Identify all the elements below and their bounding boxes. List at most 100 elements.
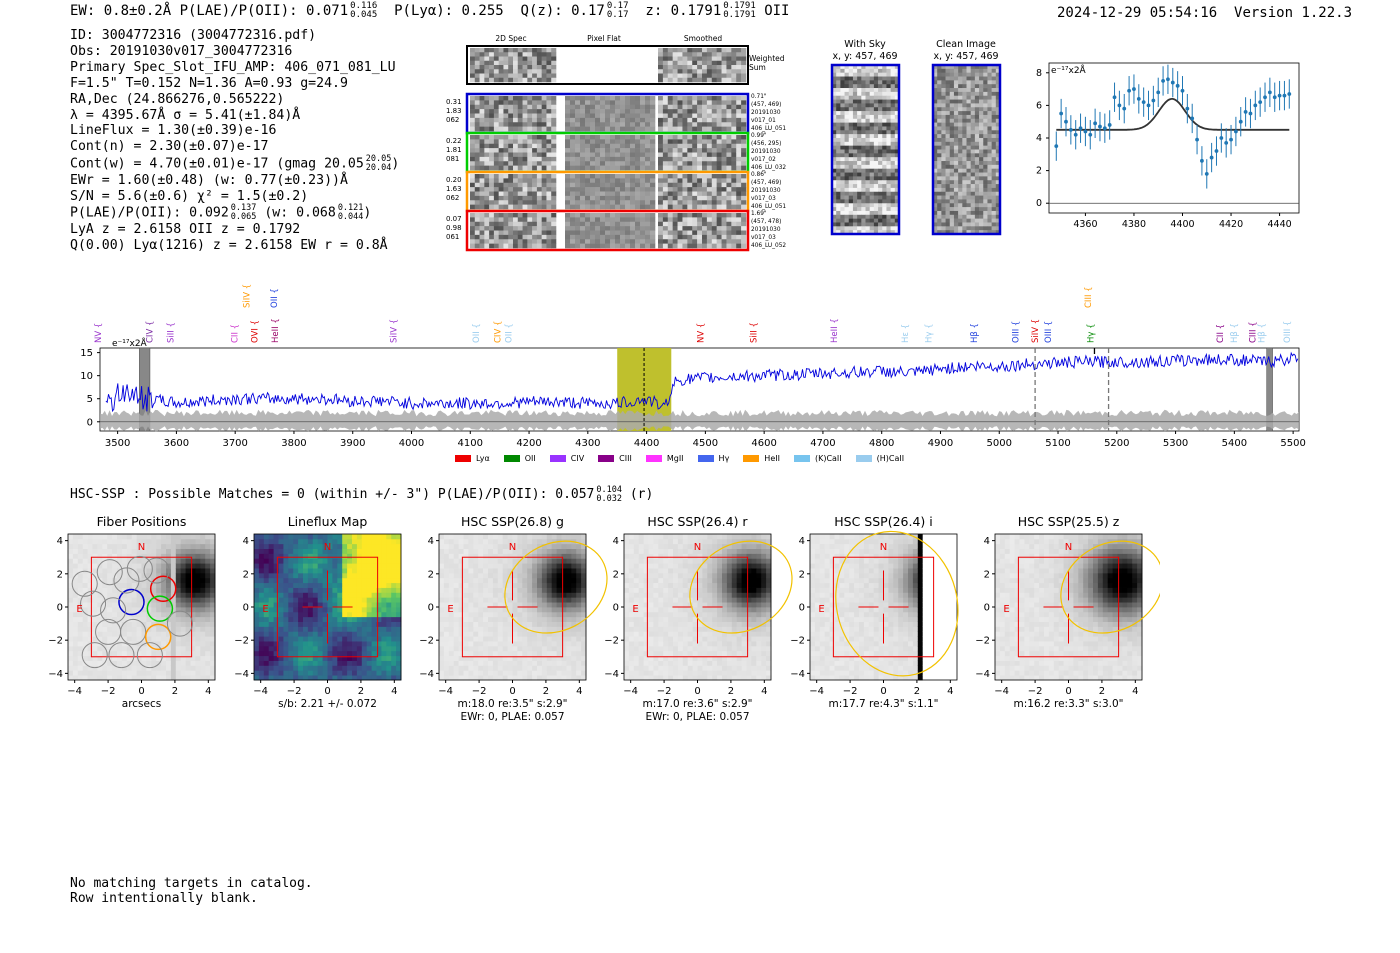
noise-pixel [605,230,611,236]
noise-pixel [517,143,523,149]
stack-pixel [970,88,976,93]
panel-pixel [268,587,274,593]
panel-pixel [136,568,142,574]
noise-pixel [585,187,591,192]
stack-pixel [970,122,976,127]
stack-pixel [861,107,866,112]
panel-pixel [278,621,284,627]
noise-pixel [575,221,581,227]
stack-pixel [974,145,980,150]
noise-pixel [498,191,504,197]
panel-pixel [146,582,152,588]
noise-pixel [658,60,664,66]
noise-pixel [575,178,581,184]
noise-pixel [489,156,495,162]
noise-pixel [726,182,732,188]
noise-pixel [736,52,742,57]
panel-pixel [141,607,147,613]
noise-pixel [741,69,747,74]
noise-pixel [479,174,485,179]
noise-pixel [508,221,514,227]
stack-pixel [987,65,992,70]
panel-pixel [68,621,74,627]
stack-pixel [949,168,955,173]
stack-pixel [869,99,875,104]
stack-pixel [886,130,891,135]
gmag-sub: 20.04 [365,162,392,173]
noise-pixel [590,239,596,244]
noise-pixel [635,195,641,201]
stack-pixel [995,141,1001,146]
noise-pixel [697,104,703,110]
zoom-data-point [1073,132,1078,137]
stack-pixel [848,65,854,70]
noise-pixel [620,178,626,184]
noise-pixel [536,213,542,218]
panel-pixel [72,558,79,564]
noise-pixel [615,191,621,197]
stack-pixel [941,153,946,158]
noise-pixel [565,104,571,110]
noise-pixel [721,174,727,179]
panel-pixel [72,553,79,559]
stack-pixel [979,199,984,204]
noise-pixel [470,243,476,249]
noise-pixel [503,217,509,223]
noise-pixel [585,148,591,153]
noise-pixel [479,152,485,158]
noise-pixel [672,100,678,106]
noise-pixel [498,243,504,249]
noise-pixel [731,221,737,227]
panel-pixel [180,636,186,642]
noise-pixel [600,100,606,106]
noise-pixel [667,191,673,197]
noise-pixel [595,139,601,145]
stack-pixel [886,184,891,189]
stack-pixel [958,134,963,139]
noise-pixel [575,109,581,114]
panel-pixel [205,665,211,671]
noise-pixel [474,182,480,188]
panel-pixel [166,538,172,545]
noise-pixel [645,165,651,171]
noise-pixel [484,191,490,197]
panel-pixel [190,582,196,588]
zoom-ytick-label: 6 [1036,100,1042,111]
panel-pixel [146,675,152,681]
noise-pixel [484,96,490,101]
stack-pixel [852,157,858,162]
noise-pixel [600,187,606,192]
stack-pixel [878,191,883,196]
noise-pixel [630,117,636,123]
noise-pixel [595,191,601,197]
spectrum-unit-label: e⁻¹⁷x2Å [112,337,148,349]
stack-pixel [886,214,891,219]
noise-pixel [541,60,547,66]
stack-pixel [970,214,976,219]
stack-pixel [958,88,963,93]
noise-pixel [716,143,722,149]
panel-pixel [185,572,191,579]
noise-pixel [551,217,557,223]
panel-pixel [87,626,93,632]
stack-pixel [995,191,1001,196]
stack-pixel [857,130,862,135]
noise-pixel [522,234,528,240]
panel-pixel [112,665,118,671]
noise-pixel [532,178,538,184]
panel-pixel [92,563,98,569]
panel-pixel [97,665,103,671]
stack-pixel [937,95,942,100]
noise-pixel [645,135,651,140]
stack-pixel [933,203,938,208]
stack-pixel [962,226,967,231]
noise-pixel [508,187,514,192]
noise-pixel [667,77,673,83]
noise-pixel [498,217,504,223]
panel-pixel [195,538,201,545]
noise-pixel [635,148,641,153]
noise-pixel [615,165,621,171]
noise-pixel [551,122,557,127]
noise-pixel [620,204,626,210]
noise-pixel [484,48,490,53]
